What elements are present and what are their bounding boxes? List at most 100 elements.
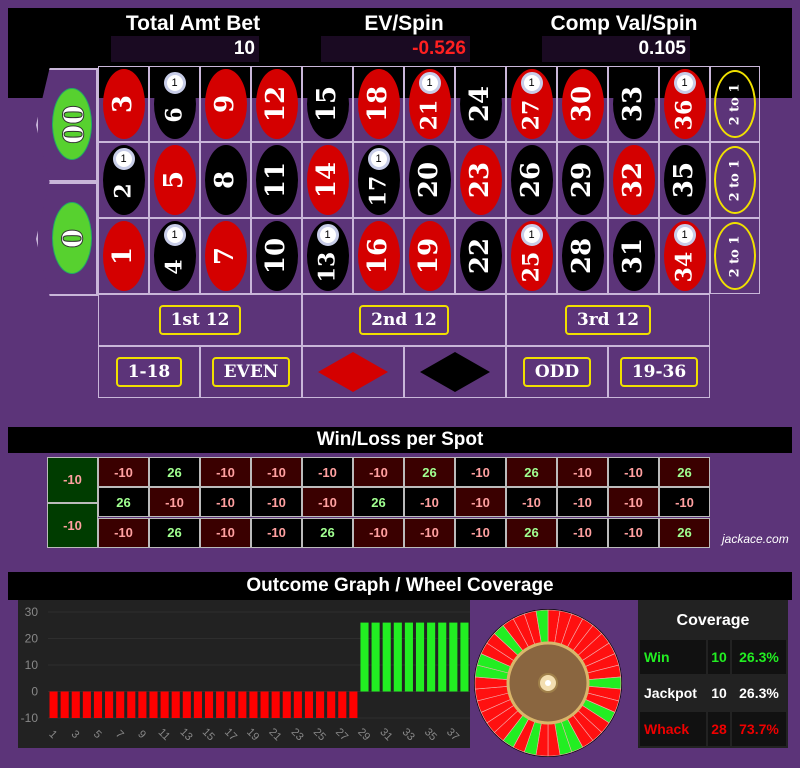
number-spot[interactable]: 23 (455, 142, 506, 218)
zero-label: 00 (55, 104, 89, 144)
number-spot[interactable]: 1 (98, 218, 149, 294)
x-tick-label: 13 (178, 726, 195, 743)
column-bet-label: 2 to 1 (727, 235, 743, 277)
number-oval: 1 21 (408, 69, 451, 139)
y-tick-label: 20 (25, 632, 39, 646)
number-spot[interactable]: 3 (98, 66, 149, 142)
number-spot[interactable]: 35 (659, 142, 710, 218)
number-oval: 26 (510, 145, 553, 215)
number-spot[interactable]: 19 (404, 218, 455, 294)
number-spot[interactable]: 20 (404, 142, 455, 218)
zero-oval[interactable]: 0 (52, 202, 92, 274)
number-oval: 32 (612, 145, 655, 215)
outside-bet-red[interactable] (302, 346, 404, 398)
wheel-coverage (474, 609, 622, 757)
column-bet-button[interactable]: 2 to 1 (710, 66, 760, 142)
number-oval: 10 (255, 221, 298, 291)
total-bet-label: Total Amt Bet (125, 12, 261, 35)
dozen-bet-1[interactable]: 1st 12 (98, 294, 302, 346)
number-label: 34 (671, 251, 698, 283)
chip: 1 (418, 72, 441, 94)
number-spot[interactable]: 10 (251, 218, 302, 294)
number-spot[interactable]: 24 (455, 66, 506, 142)
number-spot[interactable]: 30 (557, 66, 608, 142)
column-bet-button[interactable]: 2 to 1 (710, 218, 760, 294)
x-tick-label: 15 (200, 726, 217, 743)
number-spot[interactable]: 7 (200, 218, 251, 294)
coverage-label: Win (640, 640, 706, 674)
number-spot[interactable]: 15 (302, 66, 353, 142)
winloss-cell: -10 (557, 517, 608, 548)
bar-outcome-27 (338, 691, 347, 718)
x-tick-label: 25 (311, 726, 328, 743)
number-spot[interactable]: 18 (353, 66, 404, 142)
bar-outcome-1 (49, 691, 58, 718)
winloss-cell: -10 (608, 487, 659, 518)
outside-bet-odd[interactable]: ODD (506, 346, 608, 398)
outside-bet-19-36[interactable]: 19-36 (608, 346, 710, 398)
coverage-pct: 73.7% (732, 712, 786, 746)
number-spot[interactable]: 1 36 (659, 66, 710, 142)
bar-outcome-37 (449, 622, 458, 692)
number-spot[interactable]: 5 (149, 142, 200, 218)
number-label: 21 (416, 99, 443, 131)
bar-outcome-13 (182, 691, 191, 718)
coverage-panel: Coverage Win 10 26.3% Jackpot 10 26.3% Whack 28… (638, 600, 788, 748)
number-spot[interactable]: 11 (251, 142, 302, 218)
column-bet-button[interactable]: 2 to 1 (710, 142, 760, 218)
number-spot[interactable]: 33 (608, 66, 659, 142)
number-spot[interactable]: 8 (200, 142, 251, 218)
bar-outcome-34 (415, 622, 425, 692)
number-label: 4 (161, 259, 188, 275)
number-spot[interactable]: 12 (251, 66, 302, 142)
x-tick-label: 31 (377, 726, 394, 743)
number-spot[interactable]: 29 (557, 142, 608, 218)
number-spot[interactable]: 1 21 (404, 66, 455, 142)
zero-oval[interactable]: 00 (52, 88, 92, 160)
number-spot[interactable]: 31 (608, 218, 659, 294)
number-spot[interactable]: 22 (455, 218, 506, 294)
bar-outcome-5 (93, 691, 103, 718)
number-spot[interactable]: 1 13 (302, 218, 353, 294)
winloss-cell: -10 (455, 457, 506, 487)
winloss-cell: -10 (98, 457, 149, 487)
number-spot[interactable]: 1 34 (659, 218, 710, 294)
number-spot[interactable]: 1 25 (506, 218, 557, 294)
wheel-spindle (545, 680, 551, 686)
number-spot[interactable]: 28 (557, 218, 608, 294)
number-oval: 12 (255, 69, 298, 139)
bar-outcome-35 (427, 622, 436, 692)
number-spot[interactable]: 26 (506, 142, 557, 218)
winloss-cell: 26 (506, 517, 557, 548)
column-bet-oval: 2 to 1 (714, 222, 756, 290)
number-label: 10 (261, 237, 292, 275)
ev-label: EV/Spin (364, 12, 444, 35)
number-spot[interactable]: 14 (302, 142, 353, 218)
winloss-cell: 26 (353, 487, 404, 518)
outside-bet-black[interactable] (404, 346, 506, 398)
winloss-cell: -10 (557, 487, 608, 518)
winloss-cell: -10 (98, 517, 149, 548)
number-spot[interactable]: 1 17 (353, 142, 404, 218)
number-oval: 1 25 (510, 221, 553, 291)
dozen-bet-3[interactable]: 3rd 12 (506, 294, 710, 346)
ev-value: -0.526 (321, 36, 470, 62)
outside-bet-even[interactable]: EVEN (200, 346, 302, 398)
outside-bet-1-18[interactable]: 1-18 (98, 346, 200, 398)
number-spot[interactable]: 16 (353, 218, 404, 294)
number-spot[interactable]: 32 (608, 142, 659, 218)
number-spot[interactable]: 9 (200, 66, 251, 142)
number-label: 16 (363, 237, 394, 275)
number-label: 23 (465, 161, 496, 199)
total-bet-value: 10 (111, 36, 259, 62)
winloss-cell: -10 (557, 457, 608, 487)
dozen-bet-2[interactable]: 2nd 12 (302, 294, 506, 346)
winloss-cell: 26 (149, 457, 200, 487)
number-spot[interactable]: 1 27 (506, 66, 557, 142)
